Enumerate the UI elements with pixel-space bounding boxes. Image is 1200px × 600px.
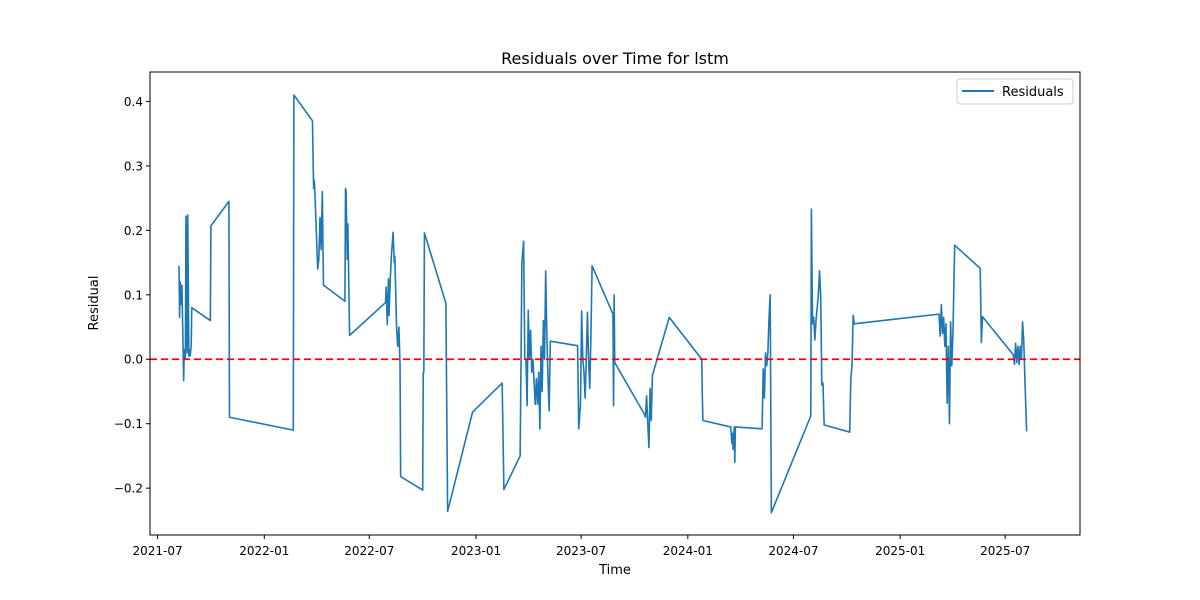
x-tick-label: 2023-07	[556, 544, 606, 558]
y-tick-label: −0.1	[114, 417, 143, 431]
x-tick-label: 2023-01	[451, 544, 501, 558]
y-tick-label: 0.2	[124, 224, 143, 238]
y-tick-label: 0.0	[124, 353, 143, 367]
x-tick-label: 2021-07	[132, 544, 182, 558]
x-tick-label: 2025-01	[875, 544, 925, 558]
x-axis-label: Time	[598, 563, 631, 578]
legend-box	[956, 78, 1074, 105]
x-tick-label: 2024-01	[663, 544, 713, 558]
y-tick-label: 0.3	[124, 159, 143, 173]
plot-series	[150, 94, 1080, 514]
x-tick-label: 2022-07	[344, 544, 394, 558]
x-tick-label: 2025-07	[980, 544, 1030, 558]
series-line-residuals	[178, 94, 1028, 514]
plot-frame	[149, 71, 1081, 536]
x-tick-label: 2022-01	[239, 544, 289, 558]
y-tick-label: 0.4	[124, 95, 143, 109]
y-tick-label: 0.1	[124, 288, 143, 302]
x-axis: 2021-07 2022-01 2022-07 2023-01 2023-07 2024-…	[132, 535, 1030, 558]
y-axis-label: Residual	[87, 276, 102, 331]
legend-label-residuals: Residuals	[1002, 85, 1064, 100]
x-tick-label: 2024-07	[768, 544, 818, 558]
y-tick-label: −0.2	[114, 482, 143, 496]
chart-title: Residuals over Time for lstm	[501, 49, 729, 68]
legend: Residuals	[956, 78, 1074, 105]
y-axis: −0.2 −0.1 0.0 0.1 0.2 0.3 0.4	[114, 95, 150, 496]
